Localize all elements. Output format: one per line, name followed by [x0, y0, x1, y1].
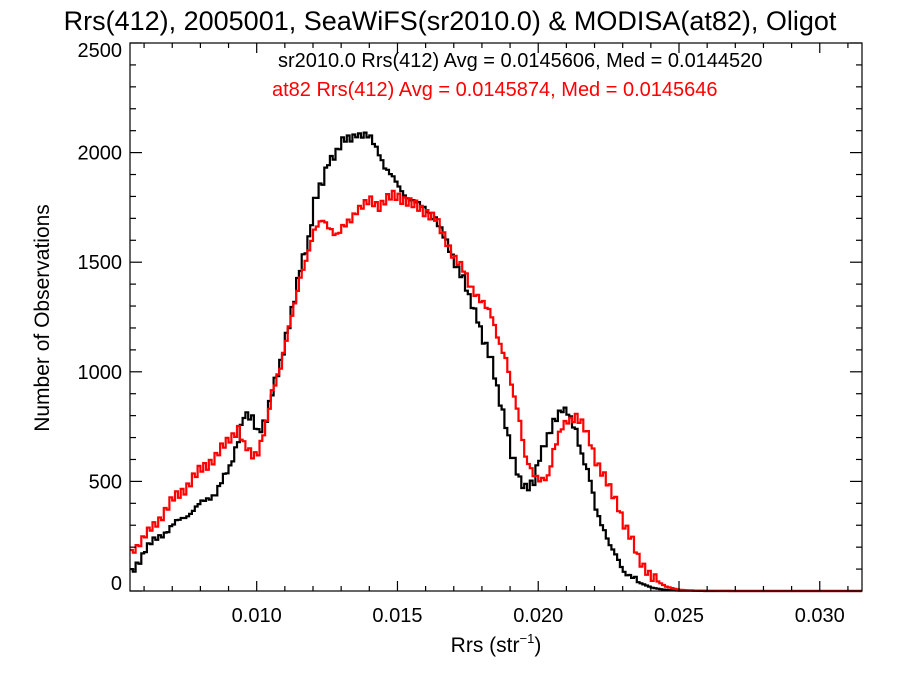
y-tick-label: 1000	[78, 362, 123, 384]
annotation-series-2-stats: at82 Rrs(412) Avg = 0.0145874, Med = 0.0…	[272, 79, 718, 101]
x-tick-label: 0.030	[795, 605, 845, 627]
x-tick-label: 0.020	[513, 605, 563, 627]
plot-area: 0.010 0.015 0.020 0.025 0.030 0 500 1000 1500 200…	[78, 40, 863, 627]
y-tick-label: 500	[89, 471, 122, 493]
y-tick-label: 2500	[78, 40, 123, 62]
ticks-layer: 0.010 0.015 0.020 0.025 0.030 0 500 1000 1500 200…	[78, 40, 862, 627]
series-sr2010-histogram	[130, 131, 862, 593]
y-tick-label: 2000	[78, 143, 123, 165]
y-tick-label: 1500	[78, 252, 123, 274]
y-tick-label: 0	[111, 573, 122, 595]
x-axis-label-main: Rrs (str	[451, 634, 520, 657]
series-at82-histogram	[130, 189, 862, 593]
series-layer	[130, 131, 862, 593]
x-tick-label: 0.025	[654, 605, 704, 627]
x-axis-label-superscript: −1	[520, 631, 535, 646]
y-axis-label: Number of Observations	[31, 204, 54, 432]
chart-title: Rrs(412), 2005001, SeaWiFS(sr2010.0) & M…	[64, 6, 837, 36]
x-tick-label: 0.015	[372, 605, 422, 627]
x-tick-label: 0.010	[232, 605, 282, 627]
plot-frame	[129, 42, 863, 592]
x-axis-label-end: )	[534, 634, 541, 657]
x-axis-label: Rrs (str−1)	[451, 631, 542, 657]
annotation-series-1-stats: sr2010.0 Rrs(412) Avg = 0.0145606, Med =…	[278, 50, 762, 72]
